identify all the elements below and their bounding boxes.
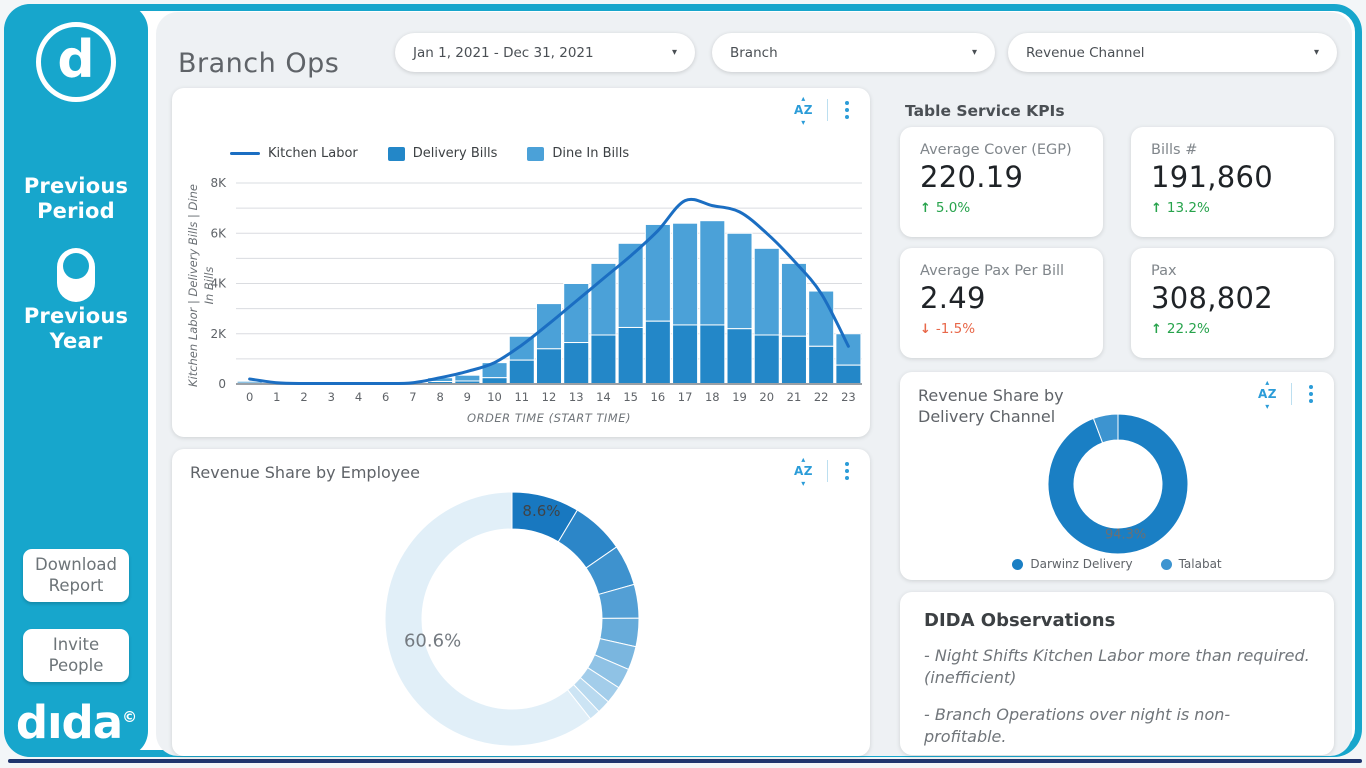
donut-legend: Darwinz Delivery Talabat xyxy=(900,557,1334,571)
svg-text:13: 13 xyxy=(569,390,584,404)
download-report-button[interactable]: Download Report xyxy=(23,549,129,602)
svg-text:8K: 8K xyxy=(210,176,227,190)
svg-text:1: 1 xyxy=(273,390,280,404)
dida-logo-badge[interactable]: d xyxy=(36,22,116,102)
kpi-card-pax: Pax 308,802 ↑22.2% xyxy=(1131,248,1334,358)
svg-text:4K: 4K xyxy=(210,277,227,291)
legend-item-talabat: Talabat xyxy=(1161,557,1222,571)
svg-text:10: 10 xyxy=(487,390,502,404)
orders-by-hour-card: AZ Kitchen Labor Delivery Bills Dine In … xyxy=(172,88,870,437)
revenue-share-by-employee-card: Revenue Share by Employee AZ 8.6%60.6% xyxy=(172,449,870,756)
svg-text:0: 0 xyxy=(218,377,226,391)
svg-text:19: 19 xyxy=(732,390,747,404)
trend-arrow-icon: ↑ xyxy=(1151,322,1162,337)
date-range-dropdown[interactable]: Jan 1, 2021 - Dec 31, 2021 ▾ xyxy=(395,33,695,72)
branch-dropdown[interactable]: Branch ▾ xyxy=(712,33,995,72)
previous-year-label: Previous Year xyxy=(4,304,148,354)
main-panel: Branch Ops Jan 1, 2021 - Dec 31, 2021 ▾ … xyxy=(156,12,1352,756)
svg-text:18: 18 xyxy=(705,390,720,404)
svg-text:15: 15 xyxy=(623,390,638,404)
chevron-down-icon: ▾ xyxy=(1300,47,1319,58)
sidebar: d Previous Period Previous Year Download… xyxy=(4,4,148,757)
legend-dot xyxy=(1161,559,1172,570)
previous-period-label: Previous Period xyxy=(4,174,148,224)
svg-text:12: 12 xyxy=(542,390,557,404)
observations-title: DIDA Observations xyxy=(924,610,1310,631)
svg-text:7: 7 xyxy=(409,390,416,404)
svg-text:94.3%: 94.3% xyxy=(1105,527,1146,542)
svg-text:2: 2 xyxy=(300,390,307,404)
svg-text:8: 8 xyxy=(436,390,443,404)
kpi-card-bills: Bills # 191,860 ↑13.2% xyxy=(1131,127,1334,237)
kpi-delta: ↓-1.5% xyxy=(920,321,1083,337)
dida-observations-card: DIDA Observations - Night Shifts Kitchen… xyxy=(900,592,1334,755)
chevron-down-icon: ▾ xyxy=(958,47,977,58)
kpi-delta: ↑22.2% xyxy=(1151,321,1314,337)
kpi-card-average-pax-per-bill: Average Pax Per Bill 2.49 ↓-1.5% xyxy=(900,248,1103,358)
dida-wordmark: dıda© xyxy=(4,696,148,749)
observation-item: - Night Shifts Kitchen Labor more than r… xyxy=(924,645,1310,688)
kpi-delta: ↑5.0% xyxy=(920,200,1083,216)
kpi-section-title: Table Service KPIs xyxy=(905,102,1065,120)
revenue-channel-dropdown[interactable]: Revenue Channel ▾ xyxy=(1008,33,1337,72)
copyright-mark: © xyxy=(122,708,136,726)
legend-dot xyxy=(1012,559,1023,570)
svg-text:22: 22 xyxy=(814,390,829,404)
svg-text:11: 11 xyxy=(514,390,529,404)
invite-people-button[interactable]: Invite People xyxy=(23,629,129,682)
window-bottom-edge xyxy=(8,759,1362,763)
kpi-delta: ↑13.2% xyxy=(1151,200,1314,216)
svg-text:0: 0 xyxy=(246,390,253,404)
svg-text:4: 4 xyxy=(355,390,362,404)
trend-arrow-icon: ↓ xyxy=(920,322,931,337)
observation-item: - Branch Operations over night is non-pr… xyxy=(924,704,1310,747)
chevron-down-icon: ▾ xyxy=(658,47,677,58)
orders-combo-chart: 02K4K6K8K0123467891011121314151617181920… xyxy=(172,88,870,437)
svg-text:23: 23 xyxy=(841,390,856,404)
svg-text:2K: 2K xyxy=(210,327,227,341)
svg-text:ORDER TIME (START TIME): ORDER TIME (START TIME) xyxy=(467,411,631,425)
svg-text:6K: 6K xyxy=(210,226,227,240)
employee-donut-chart: 8.6% 60.6% xyxy=(172,449,870,756)
svg-text:16: 16 xyxy=(651,390,666,404)
page-title: Branch Ops xyxy=(178,48,339,79)
svg-text:9: 9 xyxy=(464,390,471,404)
svg-text:8.6%: 8.6% xyxy=(522,502,560,520)
svg-text:60.6%: 60.6% xyxy=(404,630,461,651)
dida-logo-letter: d xyxy=(57,34,94,86)
svg-text:17: 17 xyxy=(678,390,693,404)
svg-text:14: 14 xyxy=(596,390,611,404)
trend-arrow-icon: ↑ xyxy=(1151,201,1162,216)
period-compare-toggle[interactable] xyxy=(57,248,95,302)
delivery-donut-chart: 94.3% xyxy=(900,372,1334,580)
kpi-card-average-cover: Average Cover (EGP) 220.19 ↑5.0% xyxy=(900,127,1103,237)
svg-text:20: 20 xyxy=(759,390,774,404)
revenue-share-by-delivery-channel-card: Revenue Share by Delivery Channel AZ 94.… xyxy=(900,372,1334,580)
svg-text:3: 3 xyxy=(328,390,335,404)
trend-arrow-icon: ↑ xyxy=(920,201,931,216)
legend-item-darwinz-delivery: Darwinz Delivery xyxy=(1012,557,1132,571)
svg-text:6: 6 xyxy=(382,390,389,404)
toggle-knob xyxy=(63,253,89,279)
svg-text:21: 21 xyxy=(787,390,802,404)
